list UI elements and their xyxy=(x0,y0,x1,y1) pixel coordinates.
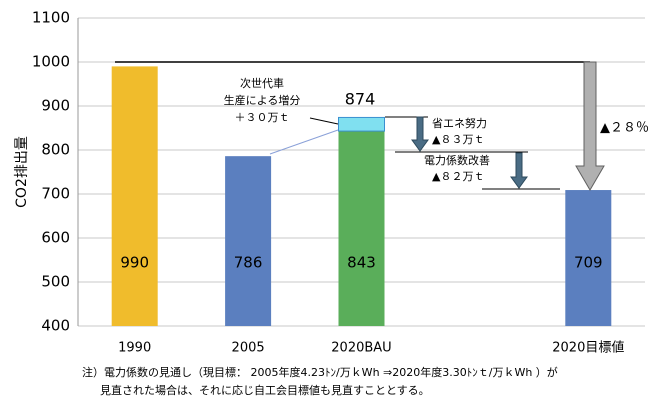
data-label: 990 xyxy=(120,254,149,272)
x-tick-label: 2020BAU xyxy=(331,341,391,356)
bar-segment xyxy=(338,116,385,132)
bar xyxy=(338,131,385,326)
y-tick-label: 600 xyxy=(41,229,70,247)
y-tick-label: 900 xyxy=(41,97,70,115)
annotation: 電力係数改善 xyxy=(424,153,490,167)
y-tick-label: 1100 xyxy=(32,9,70,27)
leader-line xyxy=(269,129,339,155)
data-label: 786 xyxy=(234,254,263,272)
annotation: ▲８３万ｔ xyxy=(432,133,484,146)
efficiency-arrow xyxy=(411,116,429,152)
annotation: ▲２８％ xyxy=(600,121,649,136)
y-tick-label: 400 xyxy=(41,317,70,335)
reduction-arrow xyxy=(575,61,605,191)
plot: 400 500 600 700 800 900 1000 1100 1990 990 2005 786… xyxy=(32,9,645,356)
y-tick-label: 800 xyxy=(41,141,70,159)
annotation: ＋３０万ｔ xyxy=(235,111,290,124)
arrows xyxy=(115,61,605,191)
footnote: 注）電力係数の見通し（現目標： 2005年度4.23ﾄﾝ/万ｋWh ⇒2020年… xyxy=(82,365,558,379)
bar xyxy=(565,190,612,326)
y-tick-label: 500 xyxy=(41,273,70,291)
y-tick-label: 700 xyxy=(41,185,70,203)
annotation: ▲８２万ｔ xyxy=(432,170,484,183)
y-axis-label: CO2排出量 xyxy=(14,136,30,208)
x-tick-label: 2020目標値 xyxy=(552,340,624,356)
annotation: 生産による増分 xyxy=(224,93,301,107)
leader-line xyxy=(309,117,339,125)
annotation: 次世代車 xyxy=(240,76,284,90)
power-arrow xyxy=(510,152,528,189)
data-label: 709 xyxy=(574,254,603,272)
bar xyxy=(225,156,272,326)
data-label: 843 xyxy=(347,254,376,272)
footnote: 見直された場合は、それに応じ自工会目標値も見直すこととする。 xyxy=(100,383,430,397)
x-tick-label: 2005 xyxy=(232,341,265,356)
y-tick-label: 1000 xyxy=(32,53,70,71)
bar xyxy=(111,66,158,327)
x-tick-label: 1990 xyxy=(118,341,151,356)
annotation: 874 xyxy=(345,90,376,109)
annotation: 省エネ努力 xyxy=(432,116,487,130)
